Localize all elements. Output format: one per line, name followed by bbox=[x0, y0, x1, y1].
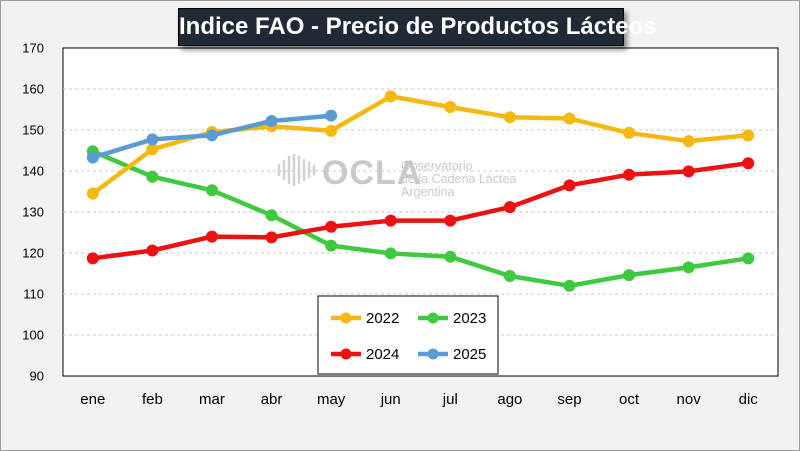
data-point-2024 bbox=[682, 165, 695, 178]
data-point-2023 bbox=[265, 209, 278, 222]
data-point-2023 bbox=[205, 184, 218, 197]
y-tick-label: 120 bbox=[22, 246, 44, 261]
data-point-2022 bbox=[623, 126, 636, 139]
data-point-2023 bbox=[146, 170, 159, 183]
data-point-2023 bbox=[623, 269, 636, 282]
data-point-2024 bbox=[563, 179, 576, 192]
watermark-logo-text: OCLA bbox=[322, 154, 422, 192]
data-point-2025 bbox=[325, 109, 338, 122]
x-tick-label: may bbox=[317, 391, 346, 408]
watermark-line1: Observatorio bbox=[401, 159, 473, 173]
y-tick-label: 90 bbox=[30, 369, 44, 384]
data-point-2023 bbox=[742, 252, 755, 265]
x-tick-label: oct bbox=[619, 391, 640, 408]
legend-label-2023: 2023 bbox=[453, 310, 486, 327]
data-point-2023 bbox=[325, 239, 338, 252]
x-tick-label: ago bbox=[497, 391, 522, 408]
x-tick-label: jun bbox=[380, 391, 401, 408]
x-tick-label: nov bbox=[677, 391, 702, 408]
data-point-2024 bbox=[503, 201, 516, 214]
data-point-2022 bbox=[563, 112, 576, 125]
legend-swatch-marker-2022 bbox=[340, 312, 352, 324]
x-tick-label: mar bbox=[199, 391, 225, 408]
data-point-2025 bbox=[265, 114, 278, 127]
data-point-2023 bbox=[384, 247, 397, 260]
data-point-2022 bbox=[503, 111, 516, 124]
data-point-2025 bbox=[205, 129, 218, 142]
y-tick-label: 130 bbox=[22, 205, 44, 220]
y-tick-label: 160 bbox=[22, 82, 44, 97]
data-point-2024 bbox=[444, 214, 457, 227]
legend-box bbox=[317, 295, 499, 375]
data-point-2024 bbox=[265, 231, 278, 244]
series-group bbox=[86, 90, 755, 292]
ocla-wave-icon bbox=[277, 153, 316, 187]
data-point-2022 bbox=[384, 90, 397, 103]
legend-label-2025: 2025 bbox=[453, 346, 486, 363]
legend-swatch-marker-2025 bbox=[427, 348, 439, 360]
chart-title-box: Indice FAO - Precio de Productos Lácteos bbox=[178, 8, 657, 46]
legend-swatch-marker-2024 bbox=[340, 348, 352, 360]
watermark-line2: de la Cadena Láctea bbox=[401, 172, 516, 186]
x-tick-label: jul bbox=[442, 391, 458, 408]
data-point-2022 bbox=[86, 187, 99, 200]
legend: 2022 2023 2024 2025 bbox=[317, 295, 499, 375]
series-line-2024 bbox=[90, 160, 751, 261]
data-point-2022 bbox=[444, 101, 457, 114]
y-tick-label: 100 bbox=[22, 328, 44, 343]
legend-label-2022: 2022 bbox=[366, 310, 399, 327]
data-point-2024 bbox=[86, 252, 99, 265]
data-point-2024 bbox=[146, 244, 159, 257]
x-tick-label: abr bbox=[261, 391, 283, 408]
data-point-2025 bbox=[86, 151, 99, 164]
ocla-watermark: OCLA Observatorio de la Cadena Láctea Ar… bbox=[277, 153, 516, 199]
data-point-2024 bbox=[325, 220, 338, 233]
y-axis-ticks: 90 100 110 120 130 140 150 160 170 bbox=[22, 41, 44, 384]
data-point-2022 bbox=[742, 129, 755, 142]
data-point-2022 bbox=[682, 135, 695, 148]
data-point-2024 bbox=[623, 168, 636, 181]
x-axis-ticks: ene feb mar abr may jun jul ago sep oct nov dic bbox=[80, 391, 758, 408]
data-point-2024 bbox=[742, 157, 755, 170]
data-point-2022 bbox=[146, 143, 159, 156]
data-point-2023 bbox=[563, 279, 576, 292]
data-point-2023 bbox=[444, 250, 457, 263]
data-point-2024 bbox=[384, 214, 397, 227]
data-point-2023 bbox=[503, 269, 516, 282]
y-tick-label: 150 bbox=[22, 123, 44, 138]
watermark-line3: Argentina bbox=[401, 185, 455, 199]
x-tick-label: sep bbox=[557, 391, 581, 408]
data-point-2025 bbox=[146, 133, 159, 146]
legend-swatch-marker-2023 bbox=[427, 312, 439, 324]
data-point-2024 bbox=[205, 230, 218, 243]
chart-title: Indice FAO - Precio de Productos Lácteos bbox=[179, 13, 657, 40]
x-tick-label: ene bbox=[80, 391, 105, 408]
data-point-2022 bbox=[325, 124, 338, 137]
data-point-2023 bbox=[682, 261, 695, 274]
x-tick-label: feb bbox=[142, 391, 163, 408]
x-tick-label: dic bbox=[739, 391, 759, 408]
series-line-2023 bbox=[90, 149, 751, 289]
y-tick-label: 110 bbox=[23, 287, 44, 302]
y-tick-label: 170 bbox=[22, 41, 44, 56]
y-tick-label: 140 bbox=[22, 164, 44, 179]
legend-label-2024: 2024 bbox=[366, 346, 399, 363]
